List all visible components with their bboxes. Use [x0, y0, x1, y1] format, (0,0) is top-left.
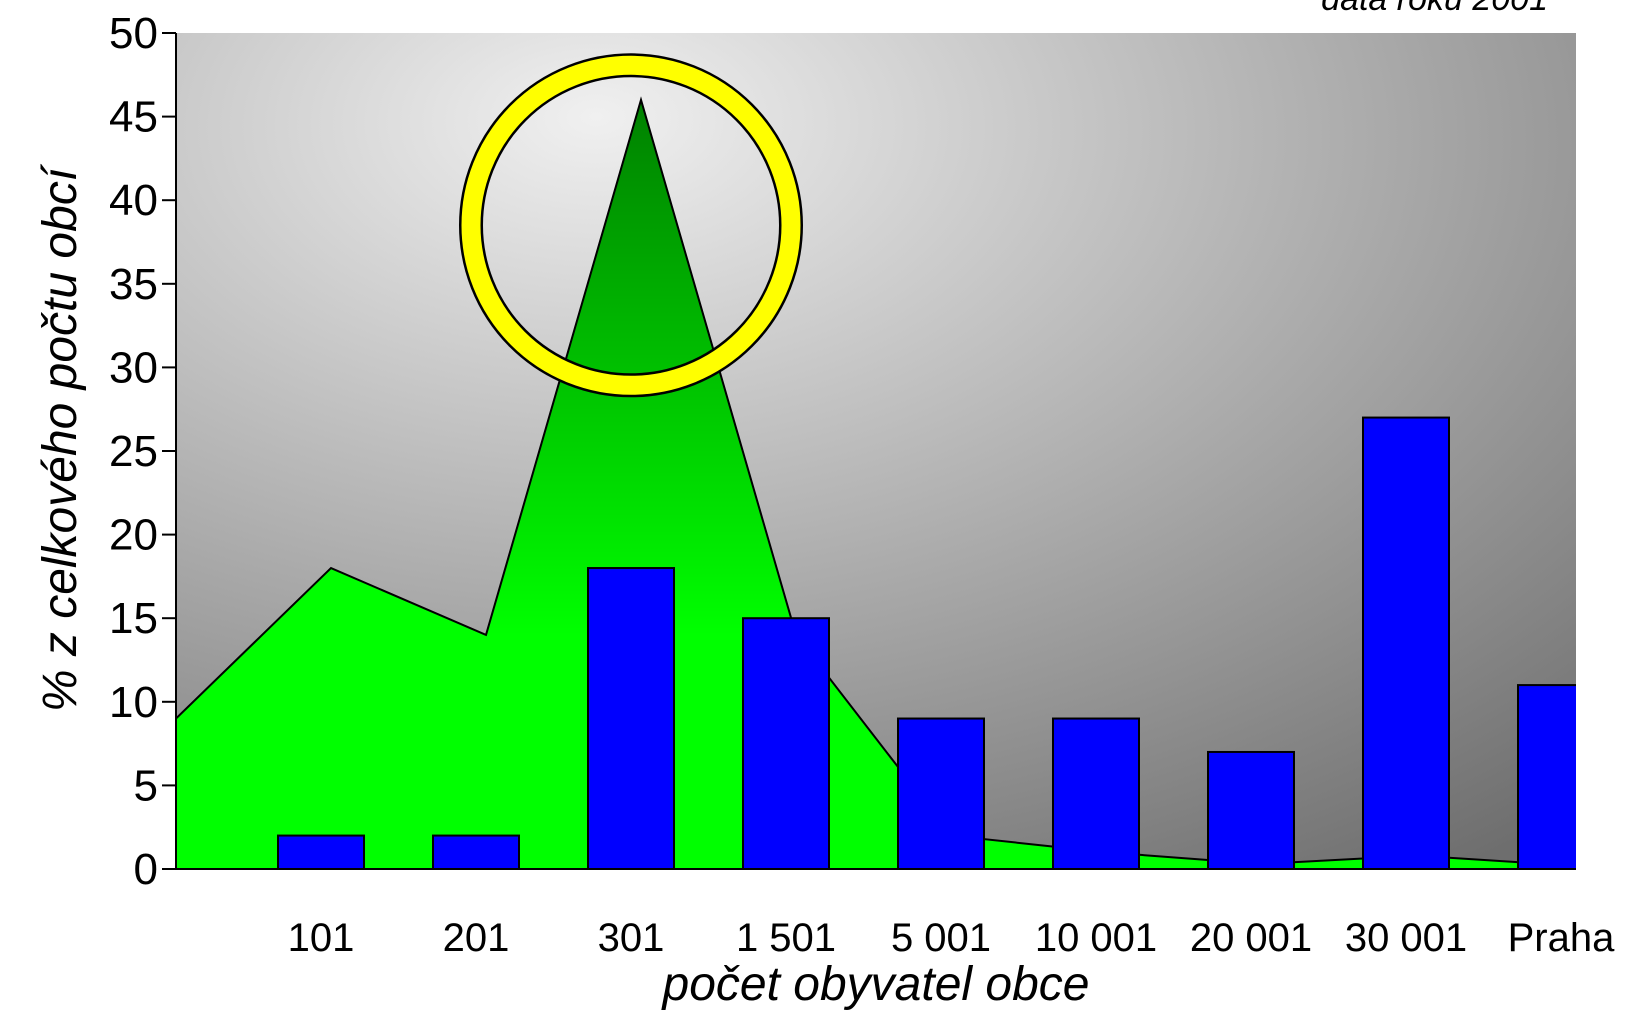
y-tick-label: 30 [109, 343, 158, 392]
bar-301 [587, 567, 675, 869]
area-fill [176, 99, 1571, 869]
bar-101 [277, 834, 365, 869]
x-tick-label: 1 501 [736, 916, 836, 960]
bar-Praha [1517, 684, 1576, 869]
y-tick-label: 5 [134, 761, 158, 810]
bar-1501 [742, 617, 830, 869]
x-tick-label: Praha [1508, 916, 1615, 960]
y-tick-label: 40 [109, 176, 158, 225]
x-tick-label: 20 001 [1190, 916, 1312, 960]
y-tick-label: 25 [109, 427, 158, 476]
y-ticks: 0 5 10 15 20 25 30 35 40 45 50 [109, 9, 176, 894]
bar-20001 [1207, 750, 1295, 869]
bar-201 [432, 834, 520, 869]
x-tick-label: 101 [288, 916, 355, 960]
y-tick-label: 20 [109, 511, 158, 560]
y-tick-label: 0 [134, 845, 158, 894]
y-tick-label: 50 [109, 9, 158, 58]
x-tick-label: 201 [443, 916, 510, 960]
x-tick-labels: 101 201 301 1 501 5 001 10 001 20 001 30 001 Pra… [288, 916, 1615, 960]
area-peak [486, 99, 796, 635]
area-series [176, 96, 1572, 869]
y-tick-label: 45 [109, 93, 158, 142]
corner-note: data roku 2001 [1321, 0, 1548, 18]
x-tick-label: 301 [598, 916, 665, 960]
y-axis-title: % z celkového počtu obcí [34, 163, 87, 712]
y-tick-label: 15 [109, 594, 158, 643]
highlight-circle [459, 53, 803, 398]
bar-5001 [897, 717, 985, 869]
y-tick-label: 10 [109, 678, 158, 727]
x-tick-label: 10 001 [1035, 916, 1157, 960]
x-axis-title: počet obyvatel obce [661, 958, 1090, 1011]
bar-series [277, 416, 1576, 869]
highlight-ring [461, 55, 801, 395]
x-tick-label: 5 001 [891, 916, 991, 960]
bar-10001 [1052, 717, 1140, 869]
bar-30001 [1362, 416, 1450, 869]
x-tick-label: 30 001 [1345, 916, 1467, 960]
area-outline [176, 96, 1572, 867]
y-tick-label: 35 [109, 260, 158, 309]
